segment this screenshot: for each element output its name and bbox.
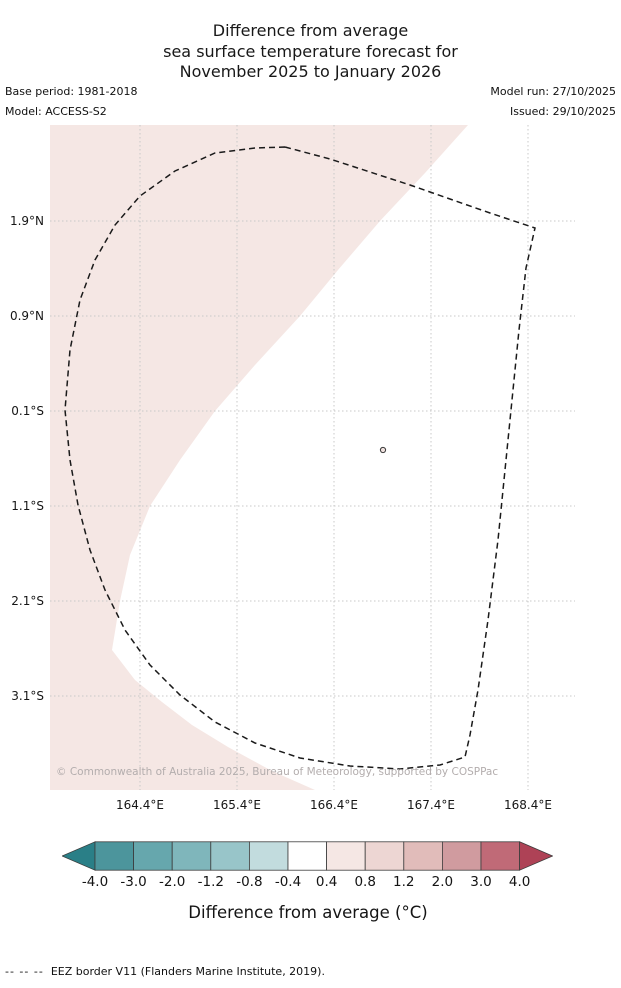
colorbar-tick-label: 0.4 (315, 874, 338, 890)
title-line-1: Difference from average (212, 21, 409, 40)
y-tick-label: 0.9°N (9, 309, 44, 323)
colorbar-right-arrow (519, 841, 554, 871)
colorbar-tick-label: 4.0 (508, 874, 531, 890)
colorbar-tick-label: 2.0 (431, 874, 454, 890)
colorbar: -4.0 -3.0 -2.0 -1.2 -0.8 -0.4 0.4 0.8 1.2 2.0 3.0 4… (60, 841, 554, 936)
y-tick-label: 2.1°S (11, 594, 44, 608)
base-period-label: Base period: 1981-2018 (5, 85, 138, 98)
title-line-2: sea surface temperature forecast for (163, 41, 458, 61)
issued-label: Issued: 29/10/2025 (509, 105, 616, 118)
colorbar-tick-label: -4.0 (81, 874, 109, 890)
colorbar-tick-label: 0.8 (354, 874, 376, 890)
colorbar-segment (364, 841, 405, 871)
colorbar-segment (133, 841, 173, 871)
colorbar-segment (171, 841, 212, 871)
colorbar-label: Difference from average (°C) (188, 903, 428, 922)
x-tick-label: 165.4°E (213, 798, 261, 812)
eez-border-dashed-line (64, 146, 536, 770)
colorbar-segment (248, 841, 289, 871)
island-marker (379, 446, 387, 454)
map-canvas (50, 125, 575, 790)
colorbar-tick-label: -2.0 (159, 874, 186, 890)
y-tick-label: 0.1°S (11, 404, 44, 418)
copyright-text: © Commonwealth of Australia 2025, Bureau… (56, 766, 499, 778)
colorbar-tick-label: 3.0 (470, 874, 492, 890)
x-tick-label: 167.4°E (407, 798, 455, 812)
colorbar-canvas (60, 841, 554, 871)
sst-anomaly-region (50, 125, 468, 790)
colorbar-tick-label: -0.8 (236, 874, 263, 890)
colorbar-segment (210, 841, 250, 871)
x-tick-label: 168.4°E (504, 798, 552, 812)
y-tick-label: 1.9°N (9, 214, 44, 228)
grid-lines (50, 125, 575, 790)
colorbar-segment (441, 841, 482, 871)
colorbar-left-arrow (60, 841, 96, 871)
colorbar-tick-label: -0.4 (274, 874, 302, 890)
model-run-label: Model run: 27/10/2025 (490, 85, 616, 98)
model-label: Model: ACCESS-S2 (5, 105, 107, 118)
colorbar-tick-label: 1.2 (393, 874, 415, 890)
colorbar-segment (287, 841, 327, 871)
x-tick-label: 164.4°E (116, 798, 164, 812)
colorbar-tick-label: -3.0 (120, 874, 147, 890)
colorbar-segment (326, 841, 366, 871)
page-title: Difference from average sea surface temp… (0, 21, 621, 83)
y-tick-label: 1.1°S (11, 499, 44, 513)
colorbar-segment (403, 841, 443, 871)
eez-note-text: EEZ border V11 (Flanders Marine Institut… (50, 965, 325, 978)
eez-legend-note: -- -- -- EEZ border V11 (Flanders Marine … (5, 965, 325, 978)
title-line-3: November 2025 to January 2026 (179, 62, 442, 81)
eez-dash-sample: -- -- -- (5, 965, 44, 978)
y-tick-label: 3.1°S (11, 689, 44, 703)
colorbar-tick-label: -1.2 (197, 874, 224, 890)
colorbar-segment (94, 841, 134, 871)
map-plot-area: © Commonwealth of Australia 2025, Bureau… (50, 125, 575, 790)
x-tick-label: 166.4°E (310, 798, 358, 812)
colorbar-segment (480, 841, 520, 871)
